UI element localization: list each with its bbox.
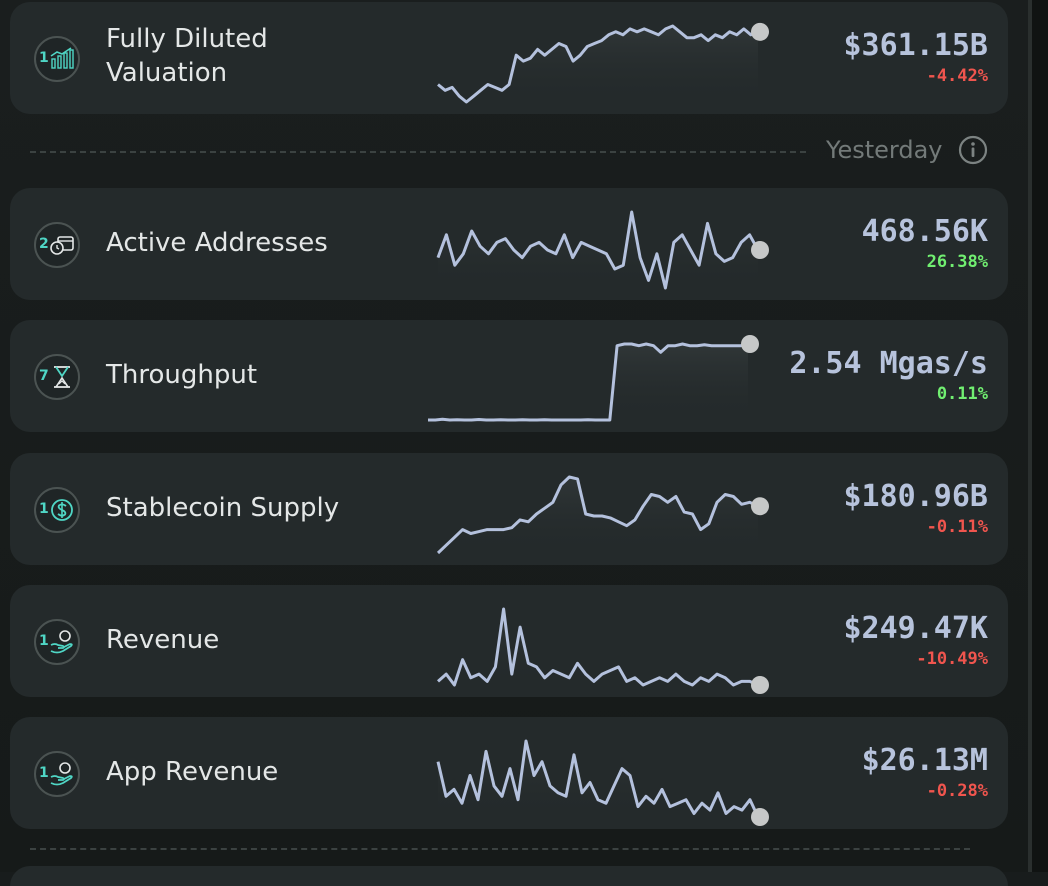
sparkline-endpoint xyxy=(751,22,769,41)
metric-rank: 7 xyxy=(39,368,49,384)
metric-rank: 2 xyxy=(39,236,49,252)
metric-value: $180.96B xyxy=(843,479,989,514)
metric-badge: 1 xyxy=(34,751,80,797)
metric-badge: 1 xyxy=(34,619,80,665)
sparkline-line xyxy=(428,342,749,422)
metric-change: -0.11% xyxy=(926,517,988,537)
sparkline-line xyxy=(436,475,759,555)
metric-card-throughput[interactable]: 7 Throughput 2.54 Mgas/s 0.11% xyxy=(10,320,1008,432)
sparkline-area xyxy=(438,609,758,687)
metric-label: Throughput xyxy=(106,360,258,390)
metric-label: Fully Diluted Valuation xyxy=(106,22,268,90)
sparkline-endpoint xyxy=(751,241,769,259)
metric-value: $249.47K xyxy=(843,611,989,646)
metric-label: Stablecoin Supply xyxy=(106,493,340,523)
sparkline-line xyxy=(436,210,760,290)
metric-change: -0.28% xyxy=(926,781,988,801)
metric-value: $26.13M xyxy=(861,743,988,778)
metric-card-partial[interactable] xyxy=(10,866,1008,886)
section-divider xyxy=(30,848,970,850)
metric-card-app-revenue[interactable]: 1 App Revenue $26.13M -0.28% xyxy=(10,717,1008,829)
metric-rank: 1 xyxy=(39,501,49,517)
metric-label-line1: Fully Diluted xyxy=(106,24,268,54)
sparkline-revenue xyxy=(437,607,769,694)
metric-label: Revenue xyxy=(106,625,220,655)
sparkline-endpoint xyxy=(751,676,769,694)
sparkline-area xyxy=(438,26,758,104)
metric-card-fdv[interactable]: 1 Fully Diluted Valuation $361.15B -4.42… xyxy=(10,2,1008,114)
metric-rank: 1 xyxy=(39,50,49,66)
metric-change: -10.49% xyxy=(916,649,988,669)
metric-value: 2.54 Mgas/s xyxy=(789,346,988,381)
coin-hand-icon xyxy=(50,762,73,786)
sparkline-app-revenue xyxy=(436,739,769,826)
metric-badge: 7 xyxy=(34,354,80,400)
metric-card-revenue[interactable]: 1 Revenue $249.47K -10.49% xyxy=(10,585,1008,697)
metric-badge: 1 xyxy=(34,487,80,533)
sparkline-stablecoin-supply xyxy=(436,475,769,555)
metric-change: 0.11% xyxy=(936,384,988,404)
section-label: Yesterday xyxy=(826,136,943,164)
section-divider xyxy=(30,151,806,153)
scrollbar-track[interactable] xyxy=(1028,0,1048,872)
metric-card-active-addresses[interactable]: 2 Active Addresses 468.56K 26.38% xyxy=(10,188,1008,300)
sparkline-active-addresses xyxy=(436,210,769,290)
sparkline-line xyxy=(436,739,760,818)
metric-change: -4.42% xyxy=(926,66,988,86)
hourglass-icon xyxy=(54,366,70,388)
wallet-clock-icon xyxy=(50,236,74,255)
sparkline-line xyxy=(437,24,759,104)
metric-rank: 1 xyxy=(39,765,49,781)
coin-hand-icon xyxy=(50,630,73,654)
sparkline-area xyxy=(438,741,758,819)
sparkline-line xyxy=(437,607,759,687)
metric-value: $361.15B xyxy=(843,28,989,63)
sparkline-endpoint xyxy=(741,335,759,353)
metric-badge: 2 xyxy=(34,222,80,268)
metric-label: Active Addresses xyxy=(106,228,328,258)
metric-rank: 1 xyxy=(39,633,49,649)
sparkline-endpoint xyxy=(751,497,769,516)
sparkline-throughput xyxy=(428,335,759,422)
info-icon[interactable] xyxy=(958,135,988,165)
metric-value: 468.56K xyxy=(861,214,988,249)
metric-label: App Revenue xyxy=(106,757,279,787)
metric-card-stablecoin-supply[interactable]: 1 Stablecoin Supply $180.96B -0.11% xyxy=(10,453,1008,565)
dollar-coin-icon xyxy=(51,499,73,521)
scrollbar-thumb[interactable] xyxy=(1028,0,1032,872)
sparkline-area xyxy=(428,344,748,422)
sparkline-fdv xyxy=(437,22,769,104)
sparkline-endpoint xyxy=(751,808,769,826)
metric-label-line2: Valuation xyxy=(106,58,228,88)
metric-change: 26.38% xyxy=(926,252,988,272)
metric-badge: 1 xyxy=(34,36,80,82)
valuation-chart-icon xyxy=(50,47,74,69)
